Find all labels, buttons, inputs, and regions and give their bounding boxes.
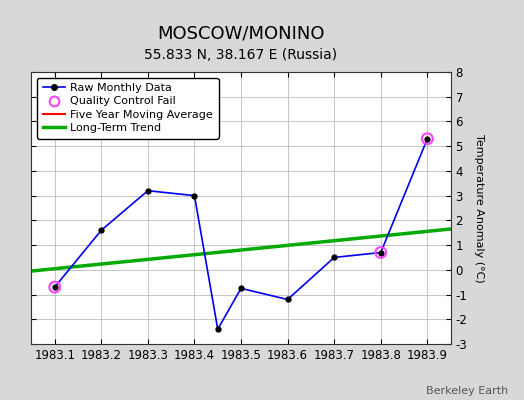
Point <box>377 249 385 256</box>
Point <box>50 284 59 290</box>
Text: Berkeley Earth: Berkeley Earth <box>426 386 508 396</box>
Y-axis label: Temperature Anomaly (°C): Temperature Anomaly (°C) <box>474 134 484 282</box>
Text: MOSCOW/MONINO: MOSCOW/MONINO <box>157 24 325 42</box>
Text: 55.833 N, 38.167 E (Russia): 55.833 N, 38.167 E (Russia) <box>145 48 337 62</box>
Point <box>423 136 432 142</box>
Legend: Raw Monthly Data, Quality Control Fail, Five Year Moving Average, Long-Term Tren: Raw Monthly Data, Quality Control Fail, … <box>37 78 219 139</box>
